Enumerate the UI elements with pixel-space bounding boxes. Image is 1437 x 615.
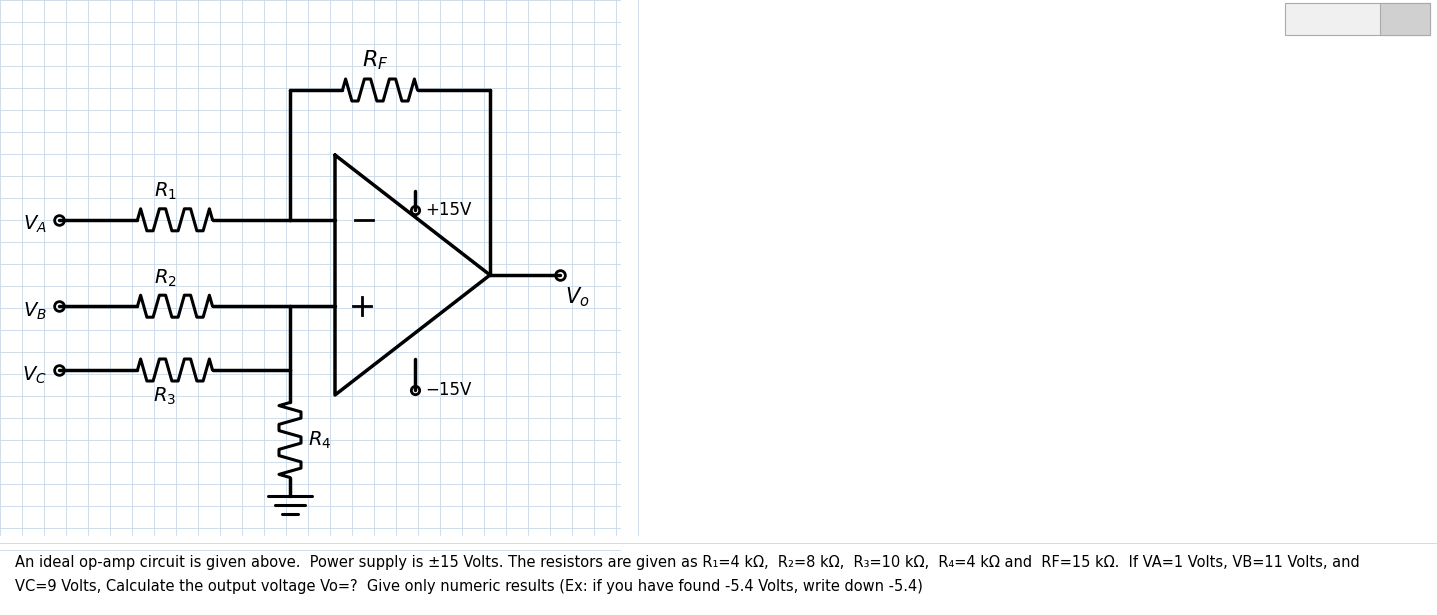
Text: An ideal op-amp circuit is given above.  Power supply is ±15 Volts. The resistor: An ideal op-amp circuit is given above. … [14, 555, 1359, 569]
Text: $R_4$: $R_4$ [308, 429, 332, 451]
Text: $V_C$: $V_C$ [22, 364, 47, 386]
Text: $R_3$: $R_3$ [154, 386, 177, 407]
Text: $V_B$: $V_B$ [23, 301, 47, 322]
Text: VC=9 Volts, Calculate the output voltage Vo=?  Give only numeric results (Ex: if: VC=9 Volts, Calculate the output voltage… [14, 579, 923, 595]
Text: $V_A$: $V_A$ [23, 214, 47, 236]
Text: $R_2$: $R_2$ [154, 268, 177, 289]
Text: $R_1$: $R_1$ [154, 181, 177, 202]
Text: $R_F$: $R_F$ [362, 48, 388, 72]
Text: $V_o$: $V_o$ [565, 285, 589, 309]
Bar [1285, 3, 1430, 35]
Text: −15V: −15V [425, 381, 471, 399]
Bar [1380, 3, 1430, 35]
Text: +15V: +15V [425, 201, 471, 219]
